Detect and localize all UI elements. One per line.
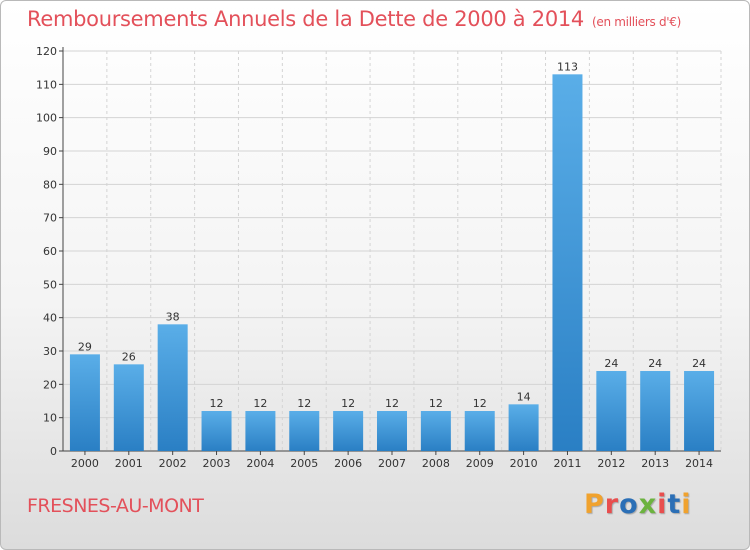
y-tick-label: 50 (43, 278, 57, 291)
x-tick-label: 2009 (466, 457, 494, 470)
y-tick-label: 30 (43, 345, 57, 358)
y-tick-label: 100 (36, 112, 57, 125)
commune-name: FRESNES-AU-MONT (27, 495, 204, 517)
bar-value-label: 24 (692, 357, 706, 370)
logo-letter: i (681, 489, 692, 520)
x-tick-label: 2014 (685, 457, 713, 470)
bar (289, 411, 320, 451)
x-tick-label: 2001 (115, 457, 143, 470)
bar (157, 324, 188, 451)
bar (377, 411, 407, 451)
bar-value-label: 12 (429, 397, 443, 410)
bar-value-label: 12 (297, 397, 311, 410)
bar-value-label: 12 (210, 397, 224, 410)
bar-value-label: 24 (648, 357, 662, 370)
logo-letter: x (638, 489, 658, 520)
x-tick-label: 2003 (203, 457, 231, 470)
bar-value-label: 12 (341, 397, 355, 410)
y-tick-label: 90 (43, 145, 57, 158)
logo-letter: P (584, 489, 605, 520)
logo-letter: r (604, 489, 620, 520)
bar-value-label: 26 (122, 350, 136, 363)
y-tick-label: 120 (36, 45, 57, 58)
bar (640, 371, 671, 451)
y-tick-label: 70 (43, 212, 57, 225)
bar-value-label: 24 (604, 357, 618, 370)
x-tick-label: 2008 (422, 457, 450, 470)
y-tick-label: 0 (50, 445, 57, 458)
logo-letter: o (619, 489, 639, 520)
y-tick-label: 20 (43, 378, 57, 391)
bar (684, 371, 715, 451)
bar-value-label: 113 (557, 60, 578, 73)
x-tick-label: 2005 (290, 457, 318, 470)
axes: 0 10 20 30 40 50 60 70 80 90 100 110 120 2000 2001 2002… (36, 45, 721, 470)
bar (464, 411, 495, 451)
y-tick-label: 110 (36, 78, 57, 91)
x-tick-label: 2011 (553, 457, 581, 470)
y-tick-label: 80 (43, 178, 57, 191)
bars: 29 26 38 12 12 12 12 12 12 12 14 113 24 24 24 (69, 60, 715, 451)
bar (113, 364, 144, 451)
logo-letter: t (667, 489, 682, 520)
x-tick-label: 2002 (159, 457, 187, 470)
bar (552, 74, 583, 451)
bar-value-label: 12 (385, 397, 399, 410)
y-tick-label: 40 (43, 312, 57, 325)
bar-value-label: 12 (253, 397, 267, 410)
y-tick-label: 60 (43, 245, 57, 258)
logo-letter: i (657, 489, 668, 520)
y-tick-label: 10 (43, 412, 57, 425)
bar (420, 411, 451, 451)
x-tick-label: 2004 (246, 457, 274, 470)
bar-value-label: 29 (78, 340, 92, 353)
bar (333, 411, 364, 451)
x-tick-label: 2000 (71, 457, 99, 470)
proxiti-logo[interactable]: Proxiti (584, 489, 692, 520)
bar-value-label: 12 (473, 397, 487, 410)
bar (69, 354, 100, 451)
bar-value-label: 14 (517, 390, 531, 403)
x-tick-label: 2006 (334, 457, 362, 470)
bar (596, 371, 627, 451)
x-tick-label: 2013 (641, 457, 669, 470)
bar (201, 411, 232, 451)
x-tick-label: 2012 (597, 457, 625, 470)
x-tick-label: 2010 (510, 457, 538, 470)
bar-value-label: 38 (166, 310, 180, 323)
chart-unit: (en milliers d'€) (592, 15, 682, 29)
chart-title-text: Remboursements Annuels de la Dette de 20… (27, 7, 584, 31)
x-tick-label: 2007 (378, 457, 406, 470)
bar (508, 404, 539, 451)
chart-title: Remboursements Annuels de la Dette de 20… (27, 7, 681, 31)
bar (245, 411, 276, 451)
